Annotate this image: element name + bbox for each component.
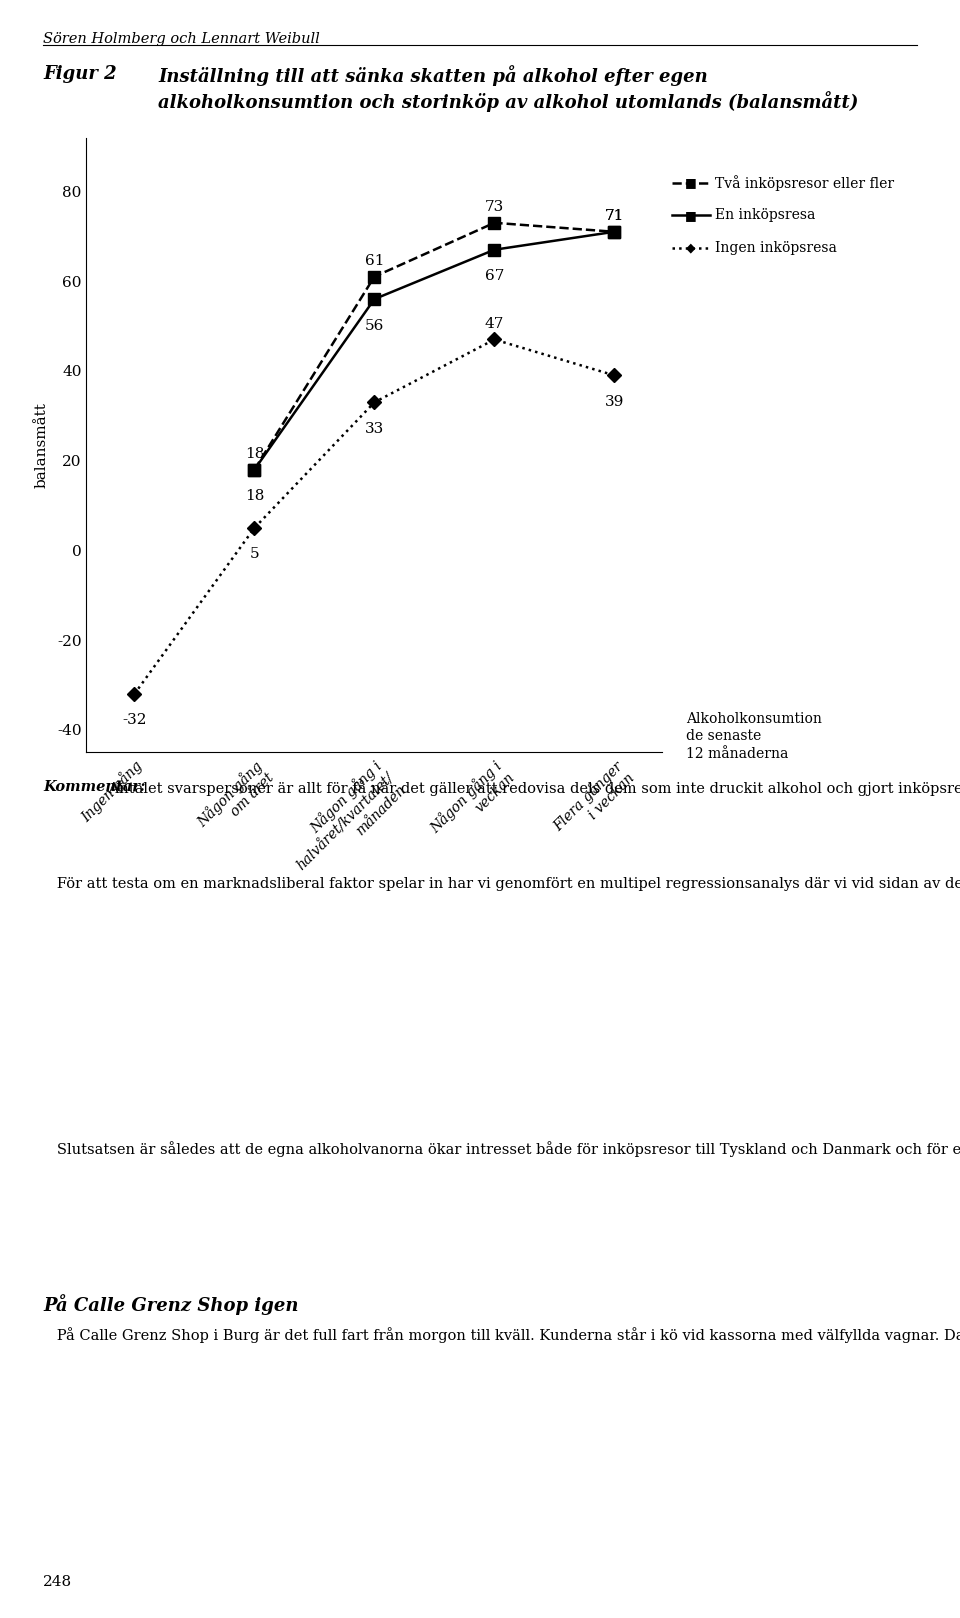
Text: Figur 2: Figur 2 xyxy=(43,65,117,83)
Text: ■: ■ xyxy=(685,176,697,189)
Text: Inställning till att sänka skatten på alkohol efter egen: Inställning till att sänka skatten på al… xyxy=(158,65,708,86)
Text: alkoholkonsumtion och storinköp av alkohol utomlands (balansmått): alkoholkonsumtion och storinköp av alkoh… xyxy=(158,91,859,112)
Text: 71: 71 xyxy=(605,209,624,223)
Text: 33: 33 xyxy=(365,422,384,435)
Text: 5: 5 xyxy=(250,547,259,561)
Text: 248: 248 xyxy=(43,1574,72,1589)
Text: För att testa om en marknadsliberal faktor spelar in har vi genomfört en multipe: För att testa om en marknadsliberal fakt… xyxy=(43,874,960,890)
Text: Två inköpsresor eller fler: Två inköpsresor eller fler xyxy=(715,175,895,191)
Text: På Calle Grenz Shop igen: På Calle Grenz Shop igen xyxy=(43,1294,299,1315)
Text: 71: 71 xyxy=(605,209,624,223)
Text: 47: 47 xyxy=(485,317,504,332)
Text: ■: ■ xyxy=(685,209,697,222)
Text: 61: 61 xyxy=(365,254,384,269)
Text: Antalet svarspersoner är allt för få när det gäller att redovisa dels dem som in: Antalet svarspersoner är allt för få när… xyxy=(104,780,960,796)
Y-axis label: balansmått: balansmått xyxy=(35,401,49,489)
Text: 67: 67 xyxy=(485,269,504,283)
Text: Slutsatsen är således att de egna alkoholvanorna ökar intresset både för inköpsr: Slutsatsen är således att de egna alkoho… xyxy=(43,1141,960,1157)
Text: 18: 18 xyxy=(245,447,264,461)
Text: Ingen inköpsresa: Ingen inköpsresa xyxy=(715,241,837,254)
Text: 39: 39 xyxy=(605,395,624,409)
Text: Alkoholkonsumtion
de senaste
12 månaderna: Alkoholkonsumtion de senaste 12 månadern… xyxy=(686,712,823,760)
Text: 73: 73 xyxy=(485,201,504,215)
Text: 56: 56 xyxy=(365,319,384,333)
Text: Sören Holmberg och Lennart Weibull: Sören Holmberg och Lennart Weibull xyxy=(43,32,320,47)
Text: -32: -32 xyxy=(122,714,147,728)
Text: Kommentar:: Kommentar: xyxy=(43,780,146,794)
Text: En inköpsresa: En inköpsresa xyxy=(715,209,816,222)
Text: 18: 18 xyxy=(245,489,264,503)
Text: ◆: ◆ xyxy=(686,241,696,254)
Text: På Calle Grenz Shop i Burg är det full fart från morgon till kväll. Kunderna stå: På Calle Grenz Shop i Burg är det full f… xyxy=(43,1327,960,1343)
